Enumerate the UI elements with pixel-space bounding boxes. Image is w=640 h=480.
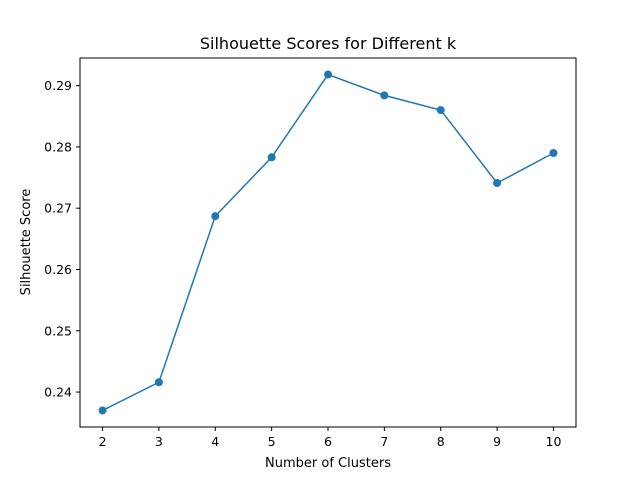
- x-tick-label: 4: [211, 434, 219, 449]
- data-point-k4: [211, 212, 220, 221]
- data-point-k9: [493, 179, 502, 188]
- y-tick-label: 0.26: [44, 262, 72, 277]
- x-tick-label: 2: [99, 434, 107, 449]
- x-tick-label: 8: [437, 434, 445, 449]
- y-tick-label: 0.24: [44, 385, 72, 400]
- data-point-k8: [436, 106, 445, 115]
- x-tick-label: 10: [546, 434, 562, 449]
- y-tick-label: 0.29: [44, 78, 72, 93]
- data-point-k10: [549, 149, 558, 158]
- y-tick-label: 0.28: [44, 139, 72, 154]
- chart-title: Silhouette Scores for Different k: [200, 34, 457, 53]
- y-tick-label: 0.25: [44, 323, 72, 338]
- y-axis-ticks: 0.24 0.25 0.26 0.27 0.28 0.29: [44, 78, 80, 400]
- x-tick-label: 9: [493, 434, 501, 449]
- x-tick-label: 6: [324, 434, 332, 449]
- x-axis-label: Number of Clusters: [265, 456, 391, 471]
- x-tick-label: 3: [155, 434, 163, 449]
- series-markers: [98, 70, 558, 415]
- data-point-k5: [267, 153, 276, 162]
- x-tick-label: 7: [380, 434, 388, 449]
- y-tick-label: 0.27: [44, 201, 72, 216]
- data-point-k6: [324, 70, 332, 79]
- data-point-k3: [154, 378, 163, 387]
- data-point-k2: [98, 406, 107, 415]
- x-tick-label: 5: [268, 434, 276, 449]
- x-axis-ticks: 2 3 4 5 6 7 8 9 10: [99, 427, 562, 449]
- y-axis-label: Silhouette Score: [19, 189, 34, 296]
- data-point-k7: [380, 91, 389, 100]
